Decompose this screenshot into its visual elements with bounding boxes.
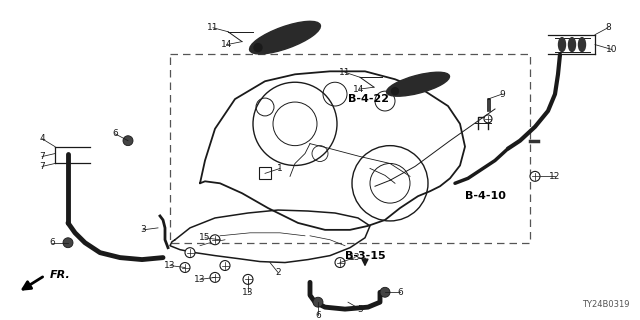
Circle shape xyxy=(530,172,540,181)
Text: 6: 6 xyxy=(397,288,403,297)
Circle shape xyxy=(185,248,195,258)
Circle shape xyxy=(484,115,492,123)
Text: 13: 13 xyxy=(349,253,361,262)
Text: B-4-22: B-4-22 xyxy=(348,94,389,104)
Ellipse shape xyxy=(387,72,449,96)
Text: B-4-10: B-4-10 xyxy=(465,191,506,201)
Text: 14: 14 xyxy=(353,85,365,94)
Circle shape xyxy=(220,260,230,270)
Text: 7: 7 xyxy=(39,152,45,161)
Text: 6: 6 xyxy=(49,238,55,247)
Text: 15: 15 xyxy=(199,233,211,242)
Text: 13: 13 xyxy=(164,261,176,270)
Text: 14: 14 xyxy=(221,40,233,49)
Text: TY24B0319: TY24B0319 xyxy=(582,300,630,309)
Circle shape xyxy=(210,235,220,245)
Circle shape xyxy=(392,88,399,95)
Text: 13: 13 xyxy=(195,275,205,284)
Text: 9: 9 xyxy=(499,90,505,99)
Text: 10: 10 xyxy=(606,45,618,54)
Text: 3: 3 xyxy=(140,225,146,234)
Text: 11: 11 xyxy=(207,23,219,32)
Circle shape xyxy=(63,238,73,248)
Text: 12: 12 xyxy=(549,172,561,181)
Text: FR.: FR. xyxy=(50,270,71,280)
Circle shape xyxy=(254,44,262,52)
Text: 4: 4 xyxy=(39,134,45,143)
Ellipse shape xyxy=(250,21,321,54)
Text: 6: 6 xyxy=(112,129,118,138)
Text: 1: 1 xyxy=(277,164,283,173)
Ellipse shape xyxy=(568,38,575,52)
Circle shape xyxy=(243,275,253,284)
Bar xyxy=(170,54,530,243)
Circle shape xyxy=(313,297,323,307)
Circle shape xyxy=(380,287,390,297)
Bar xyxy=(259,167,271,179)
Circle shape xyxy=(335,258,345,268)
Circle shape xyxy=(210,272,220,282)
Ellipse shape xyxy=(579,38,586,52)
Text: 8: 8 xyxy=(605,23,611,32)
Text: 5: 5 xyxy=(357,305,363,314)
Text: 6: 6 xyxy=(315,310,321,320)
Text: B-3-15: B-3-15 xyxy=(345,251,385,260)
Text: 11: 11 xyxy=(339,68,351,77)
Ellipse shape xyxy=(559,38,566,52)
Circle shape xyxy=(123,136,133,146)
Text: 2: 2 xyxy=(275,268,281,277)
Circle shape xyxy=(180,262,190,272)
Text: 7: 7 xyxy=(39,162,45,171)
Text: 13: 13 xyxy=(243,288,253,297)
